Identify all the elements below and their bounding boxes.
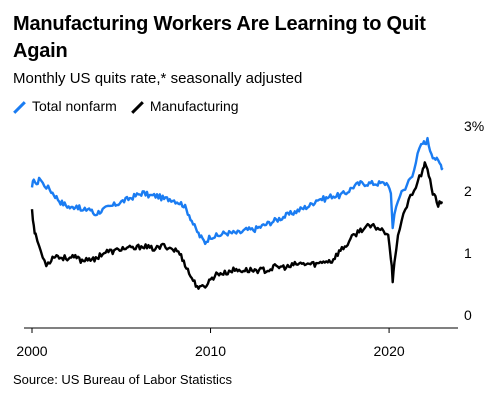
- legend-label-manufacturing: Manufacturing: [149, 98, 239, 114]
- legend-item-manufacturing: Manufacturing: [131, 97, 239, 115]
- y-tick-label-0: 0: [464, 307, 472, 323]
- chart-subtitle: Monthly US quits rate,* seasonally adjus…: [13, 70, 303, 87]
- legend: Total nonfarm Manufacturing: [13, 97, 253, 115]
- x-tick-label-2010: 2010: [195, 343, 226, 359]
- chart-title: Manufacturing Workers Are Learning to Qu…: [13, 13, 426, 62]
- x-tick-label-2020: 2020: [374, 343, 405, 359]
- source-note: Source: US Bureau of Labor Statistics: [13, 372, 232, 387]
- y-tick-label-3: 3%: [464, 118, 484, 134]
- legend-item-total-nonfarm: Total nonfarm: [13, 97, 117, 115]
- series-line-manufacturing: [30, 161, 444, 290]
- x-tick-label-2000: 2000: [16, 343, 47, 359]
- x-axis: 2000 2010 2020: [16, 327, 458, 359]
- series-lines: [30, 136, 444, 290]
- y-tick-label-1: 1: [464, 245, 472, 261]
- legend-label-total-nonfarm: Total nonfarm: [32, 98, 117, 114]
- series-line-total-nonfarm: [30, 136, 444, 246]
- y-axis: 0 1 2 3%: [464, 118, 484, 323]
- y-tick-label-2: 2: [464, 183, 472, 199]
